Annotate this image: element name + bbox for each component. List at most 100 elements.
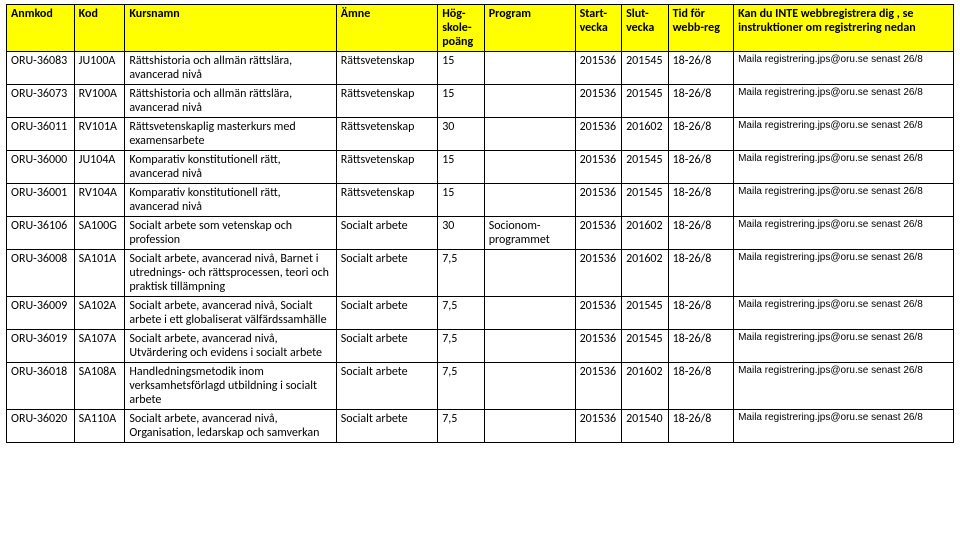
cell-anmkod: ORU-36073: [7, 85, 75, 118]
header-kursnamn: Kursnamn: [125, 5, 336, 52]
cell-kursnamn: Rättshistoria och allmän rättslära, avan…: [125, 85, 336, 118]
cell-tid: 18-26/8: [668, 410, 734, 443]
cell-anmkod: ORU-36001: [7, 184, 75, 217]
cell-tid: 18-26/8: [668, 118, 734, 151]
cell-inst: Maila registrering.jps@oru.se senast 26/…: [734, 52, 954, 85]
cell-anmkod: ORU-36011: [7, 118, 75, 151]
cell-start: 201536: [575, 217, 622, 250]
header-amne: Ämne: [336, 5, 437, 52]
cell-kursnamn: Handledningsmetodik inom verksamhetsförl…: [125, 363, 336, 410]
cell-amne: Rättsvetenskap: [336, 151, 437, 184]
cell-slut: 201545: [622, 151, 669, 184]
cell-inst: Maila registrering.jps@oru.se senast 26/…: [734, 363, 954, 410]
table-row: ORU-36008SA101ASocialt arbete, avancerad…: [7, 250, 954, 297]
cell-amne: Socialt arbete: [336, 363, 437, 410]
header-kod: Kod: [74, 5, 125, 52]
cell-tid: 18-26/8: [668, 184, 734, 217]
cell-tid: 18-26/8: [668, 217, 734, 250]
cell-tid: 18-26/8: [668, 250, 734, 297]
cell-program: [484, 250, 575, 297]
header-row: Anmkod Kod Kursnamn Ämne Hög-skole-poäng…: [7, 5, 954, 52]
cell-tid: 18-26/8: [668, 151, 734, 184]
cell-amne: Rättsvetenskap: [336, 118, 437, 151]
cell-anmkod: ORU-36106: [7, 217, 75, 250]
cell-inst: Maila registrering.jps@oru.se senast 26/…: [734, 151, 954, 184]
cell-anmkod: ORU-36020: [7, 410, 75, 443]
cell-slut: 201545: [622, 85, 669, 118]
table-row: ORU-36019SA107ASocialt arbete, avancerad…: [7, 330, 954, 363]
cell-hp: 15: [438, 184, 485, 217]
header-tid: Tid för webb-reg: [668, 5, 734, 52]
cell-slut: 201545: [622, 184, 669, 217]
header-start: Start-vecka: [575, 5, 622, 52]
table-row: ORU-36000JU104AKomparativ konstitutionel…: [7, 151, 954, 184]
cell-kursnamn: Socialt arbete, avancerad nivå, Organisa…: [125, 410, 336, 443]
cell-program: [484, 330, 575, 363]
cell-anmkod: ORU-36008: [7, 250, 75, 297]
cell-slut: 201545: [622, 52, 669, 85]
cell-tid: 18-26/8: [668, 297, 734, 330]
cell-kursnamn: Socialt arbete, avancerad nivå, Utvärder…: [125, 330, 336, 363]
cell-slut: 201545: [622, 330, 669, 363]
cell-amne: Socialt arbete: [336, 217, 437, 250]
course-table: Anmkod Kod Kursnamn Ämne Hög-skole-poäng…: [6, 4, 954, 443]
cell-anmkod: ORU-36019: [7, 330, 75, 363]
table-row: ORU-36020SA110ASocialt arbete, avancerad…: [7, 410, 954, 443]
cell-program: [484, 363, 575, 410]
table-row: ORU-36073RV100ARättshistoria och allmän …: [7, 85, 954, 118]
cell-hp: 7,5: [438, 250, 485, 297]
table-row: ORU-36001RV104AKomparativ konstitutionel…: [7, 184, 954, 217]
cell-program: [484, 151, 575, 184]
table-row: ORU-36011RV101ARättsvetenskaplig masterk…: [7, 118, 954, 151]
cell-kod: RV104A: [74, 184, 125, 217]
cell-kod: SA100G: [74, 217, 125, 250]
cell-hp: 15: [438, 52, 485, 85]
header-slut: Slut-vecka: [622, 5, 669, 52]
cell-anmkod: ORU-36000: [7, 151, 75, 184]
cell-kod: SA102A: [74, 297, 125, 330]
cell-slut: 201545: [622, 297, 669, 330]
cell-program: [484, 52, 575, 85]
cell-kursnamn: Socialt arbete som vetenskap och profess…: [125, 217, 336, 250]
cell-tid: 18-26/8: [668, 363, 734, 410]
cell-slut: 201540: [622, 410, 669, 443]
cell-hp: 30: [438, 217, 485, 250]
cell-hp: 15: [438, 151, 485, 184]
table-body: ORU-36083JU100ARättshistoria och allmän …: [7, 52, 954, 443]
cell-amne: Socialt arbete: [336, 410, 437, 443]
cell-start: 201536: [575, 330, 622, 363]
cell-inst: Maila registrering.jps@oru.se senast 26/…: [734, 250, 954, 297]
cell-anmkod: ORU-36083: [7, 52, 75, 85]
cell-inst: Maila registrering.jps@oru.se senast 26/…: [734, 410, 954, 443]
cell-hp: 15: [438, 85, 485, 118]
cell-kod: RV101A: [74, 118, 125, 151]
table-row: ORU-36009SA102ASocialt arbete, avancerad…: [7, 297, 954, 330]
header-program: Program: [484, 5, 575, 52]
table-row: ORU-36018SA108AHandledningsmetodik inom …: [7, 363, 954, 410]
cell-hp: 7,5: [438, 363, 485, 410]
header-anmkod: Anmkod: [7, 5, 75, 52]
cell-program: Socionom-programmet: [484, 217, 575, 250]
cell-program: [484, 118, 575, 151]
cell-hp: 7,5: [438, 330, 485, 363]
table-row: ORU-36083JU100ARättshistoria och allmän …: [7, 52, 954, 85]
cell-kursnamn: Komparativ konstitutionell rätt, avancer…: [125, 184, 336, 217]
cell-inst: Maila registrering.jps@oru.se senast 26/…: [734, 330, 954, 363]
cell-kursnamn: Komparativ konstitutionell rätt, avancer…: [125, 151, 336, 184]
cell-amne: Rättsvetenskap: [336, 85, 437, 118]
cell-kod: SA101A: [74, 250, 125, 297]
cell-kod: JU104A: [74, 151, 125, 184]
cell-start: 201536: [575, 151, 622, 184]
header-hp: Hög-skole-poäng: [438, 5, 485, 52]
cell-program: [484, 297, 575, 330]
cell-kod: SA108A: [74, 363, 125, 410]
cell-kod: SA110A: [74, 410, 125, 443]
cell-start: 201536: [575, 52, 622, 85]
cell-program: [484, 184, 575, 217]
cell-amne: Socialt arbete: [336, 297, 437, 330]
cell-start: 201536: [575, 184, 622, 217]
cell-kod: RV100A: [74, 85, 125, 118]
cell-anmkod: ORU-36009: [7, 297, 75, 330]
table-row: ORU-36106SA100GSocialt arbete som vetens…: [7, 217, 954, 250]
cell-tid: 18-26/8: [668, 52, 734, 85]
